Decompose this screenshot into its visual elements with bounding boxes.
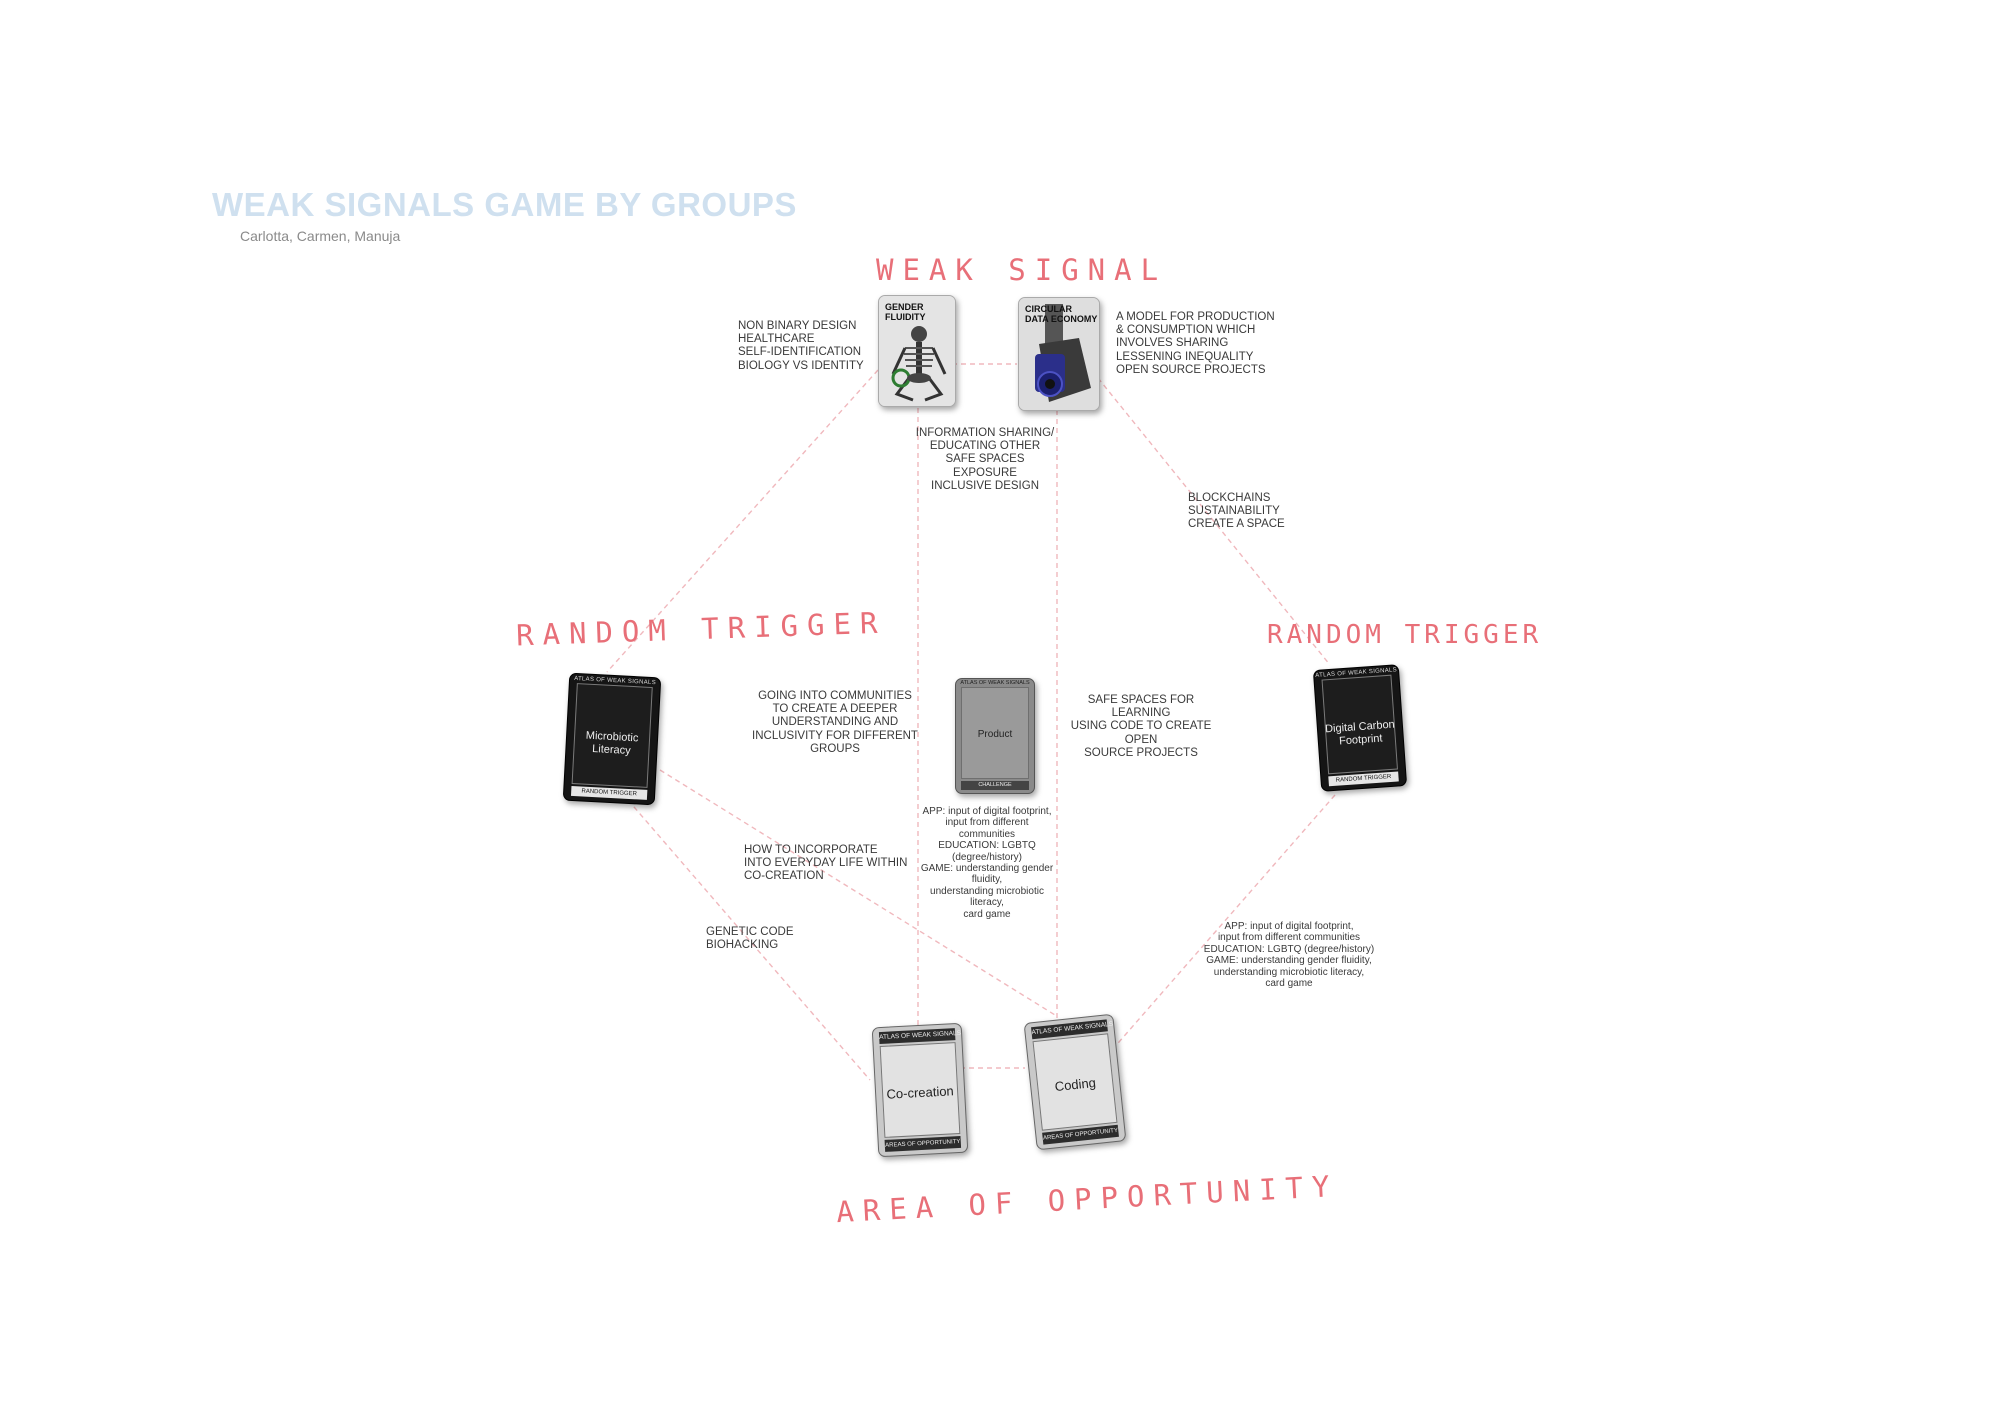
label-random-trigger-right: RANDOM TRIGGER [1267,620,1543,650]
connector-gender-to-microbiotic [606,369,879,673]
card-gender-fluidity: GENDER FLUIDITY GENDER FLUIDITY [878,295,956,407]
page-title: WEAK SIGNALS GAME BY GROUPS [212,186,797,223]
note-app-center: APP: input of digital footprint, input f… [920,806,1054,920]
note-non-binary: NON BINARY DESIGN HEALTHCARE SELF-IDENTI… [738,320,864,372]
card-product-frame [961,687,1029,779]
connector-circular-to-digital [1097,377,1331,666]
connector-digital-to-coding [1111,794,1336,1051]
note-safe-spaces: SAFE SPACES FOR LEARNING USING CODE TO C… [1070,694,1212,759]
connector-microbiotic-to-co-creation [627,799,871,1081]
card-product-footer: CHALLENGE [961,781,1029,790]
note-information-sharing: INFORMATION SHARING/ EDUCATING OTHER SAF… [915,427,1055,492]
note-production-model: A MODEL FOR PRODUCTION & CONSUMPTION WHI… [1116,311,1275,376]
note-incorporate: HOW TO INCORPORATE INTO EVERYDAY LIFE WI… [744,844,908,883]
card-co-creation: ATLAS OF WEAK SIGNALS Co-creation AREAS … [871,1022,969,1158]
card-microbiotic-title: Microbiotic Literacy [585,730,639,758]
card-co-creation-footer: AREAS OF OPPORTUNITY [884,1135,962,1152]
card-circular-data-economy-title: CIRCULAR DATA ECONOMY [1025,304,1098,324]
note-genetic-code: GENETIC CODE BIOHACKING [706,926,794,952]
note-blockchains: BLOCKCHAINS SUSTAINABILITY CREATE A SPAC… [1188,492,1285,531]
note-communities: GOING INTO COMMUNITIES TO CREATE A DEEPE… [752,690,918,755]
circular-economy-image [1019,298,1099,410]
card-microbiotic-footer: RANDOM TRIGGER [570,785,648,800]
label-weak-signal: WEAK SIGNAL [876,253,1168,287]
card-digital-title: Digital Carbon Footprint [1324,718,1396,748]
authors: Carlotta, Carmen, Manuja [240,228,401,244]
card-microbiotic-literacy: ATLAS OF WEAK SIGNALS Microbiotic Litera… [562,672,662,806]
card-gender-fluidity-overlay: GENDER FLUIDITY [885,302,926,322]
skeleton-image [879,296,955,406]
card-digital-carbon-footprint: ATLAS OF WEAK SIGNALS Digital Carbon Foo… [1312,664,1408,792]
card-digital-footer: RANDOM TRIGGER [1328,771,1399,787]
card-product-header: ATLAS OF WEAK SIGNALS [960,680,1030,686]
card-circular-data-economy: CIRCULAR DATA ECONOMY [1018,297,1100,411]
card-product-title: Product [977,729,1013,741]
note-app-right: APP: input of digital footprint, input f… [1203,921,1375,990]
card-coding: ATLAS OF WEAK SIGNALS Coding AREAS OF OP… [1023,1013,1127,1151]
card-product: ATLAS OF WEAK SIGNALS Product CHALLENGE [955,678,1035,794]
connector-microbiotic-to-coding [659,769,1056,1016]
